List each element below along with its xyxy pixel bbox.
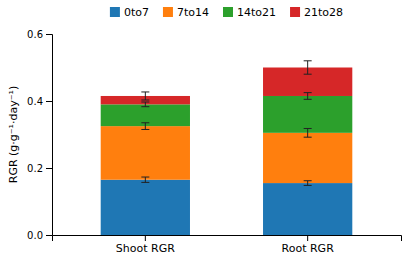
legend-swatch [290,7,300,17]
y-tick: 0.6 [27,29,52,40]
series [101,68,353,105]
legend-swatch [163,7,173,17]
error-bar [304,93,312,100]
y-tick-mark [46,101,52,102]
bar [263,96,352,133]
y-tick-label: 0.4 [27,96,43,107]
series [101,180,353,235]
x-tick-mark [307,235,308,241]
legend-item: 21to28 [290,6,343,19]
legend-label: 7to14 [177,6,209,19]
error-bar [141,92,149,100]
error-bar [304,128,312,137]
series [101,126,353,183]
y-tick-label: 0.0 [27,230,43,241]
x-tick: Shoot RGR [116,235,175,255]
bar [263,183,352,235]
y-tick-label: 0.6 [27,29,43,40]
x-axis: Shoot RGR Root RGR [53,235,402,255]
bar [263,133,352,183]
plot: 0.0 0.2 0.4 0.6 Shoot RGR Root RGR [27,29,401,255]
error-bar [141,123,149,130]
series [101,96,353,133]
x-tick-mark [145,235,146,241]
x-axis-line [53,236,402,242]
marks [101,61,353,235]
legend-label: 14to21 [237,6,276,19]
y-tick-mark [46,34,52,35]
legend-item: 0to7 [110,6,149,19]
error-bar [304,181,312,186]
y-axis-line [46,35,53,236]
y-tick: 0.0 [27,230,52,241]
legend-item: 14to21 [223,6,276,19]
y-axis-title: RGR (g·g⁻¹·day⁻¹) [7,86,20,184]
y-tick-label: 0.2 [27,163,43,174]
x-tick: Root RGR [282,235,335,255]
bar [101,180,190,235]
x-tick-label: Shoot RGR [116,242,175,255]
y-tick: 0.4 [27,96,52,107]
y-tick-mark [46,168,52,169]
error-bar [304,61,312,74]
y-tick-mark [46,235,52,236]
error-bar [141,177,149,182]
y-tick: 0.2 [27,163,52,174]
legend-label: 21to28 [304,6,343,19]
chart: 0.0 0.2 0.4 0.6 Shoot RGR Root RGR RGR (g·g⁻¹·… [0,0,413,261]
y-axis: 0.0 0.2 0.4 0.6 [27,29,52,241]
legend-swatch [223,7,233,17]
legend-swatch [110,7,120,17]
legend-item: 7to14 [163,6,209,19]
legend: 0to7 7to14 14to21 21to28 [110,6,343,19]
error-bar [141,102,149,107]
x-tick-label: Root RGR [282,242,335,255]
bar [101,126,190,180]
legend-label: 0to7 [124,6,149,19]
